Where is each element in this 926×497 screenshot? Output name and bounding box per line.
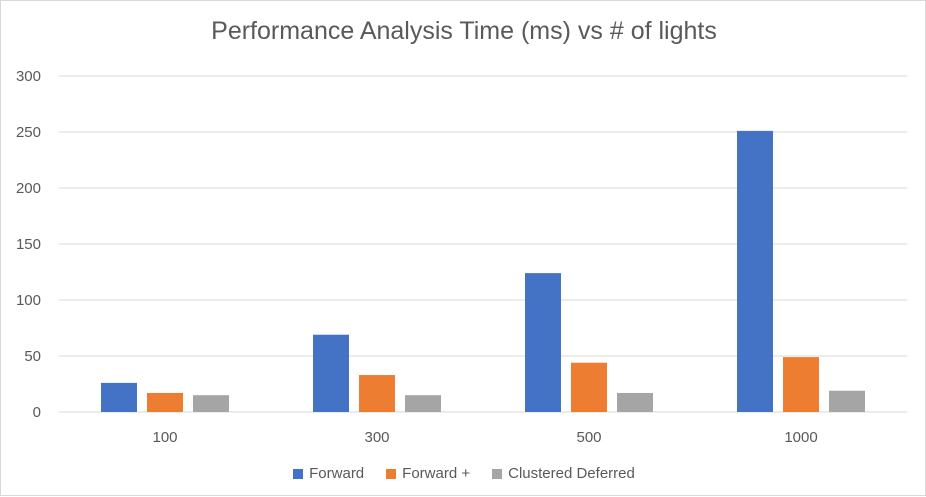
legend-label: Forward bbox=[309, 465, 365, 482]
legend-swatch bbox=[293, 468, 304, 479]
legend-label: Clustered Deferred bbox=[508, 465, 635, 482]
y-tick-label: 300 bbox=[16, 68, 41, 85]
bar bbox=[783, 357, 819, 412]
y-tick-label: 150 bbox=[16, 236, 41, 253]
bar bbox=[571, 362, 607, 412]
legend-swatch bbox=[386, 468, 397, 479]
y-tick-label: 250 bbox=[16, 124, 41, 141]
bar bbox=[737, 130, 773, 412]
bar bbox=[359, 375, 395, 412]
gridlines bbox=[59, 75, 907, 413]
y-tick-label: 100 bbox=[16, 292, 41, 309]
bar bbox=[829, 390, 865, 412]
bar bbox=[525, 273, 561, 412]
legend: Forward Forward + Clustered Deferred bbox=[1, 465, 926, 482]
x-tick-label: 300 bbox=[364, 429, 389, 446]
legend-item-forward-plus: Forward + bbox=[386, 465, 470, 482]
legend-item-clustered-deferred: Clustered Deferred bbox=[492, 465, 635, 482]
x-tick-label: 1000 bbox=[784, 429, 817, 446]
bar bbox=[405, 395, 441, 412]
legend-label: Forward + bbox=[402, 465, 471, 482]
x-tick-label: 100 bbox=[152, 429, 177, 446]
bars bbox=[101, 130, 865, 412]
y-tick-label: 200 bbox=[16, 180, 41, 197]
bar bbox=[101, 382, 137, 412]
x-tick-label: 500 bbox=[576, 429, 601, 446]
y-tick-labels: 0 50 100 150 200 250 300 bbox=[16, 68, 41, 421]
chart-title: Performance Analysis Time (ms) vs # of l… bbox=[211, 17, 717, 45]
legend-swatch bbox=[492, 468, 503, 479]
legend-item-forward: Forward bbox=[293, 465, 364, 482]
y-tick-label: 0 bbox=[33, 404, 41, 421]
x-tick-labels: 100 300 500 1000 bbox=[152, 429, 817, 446]
bar bbox=[313, 334, 349, 412]
bar bbox=[193, 395, 229, 412]
y-tick-label: 50 bbox=[24, 348, 41, 365]
bar bbox=[617, 392, 653, 412]
bar bbox=[147, 392, 183, 412]
